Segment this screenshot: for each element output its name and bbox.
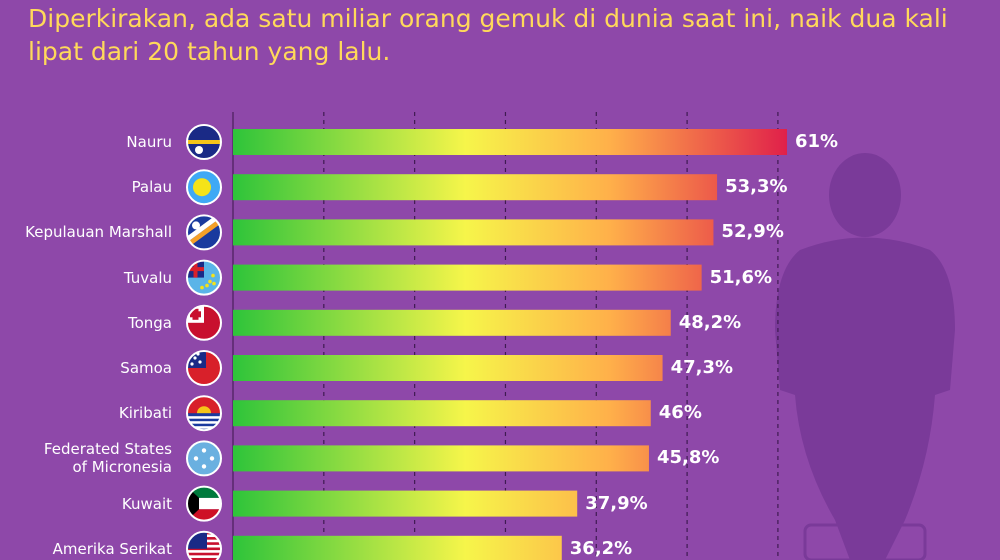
category-label: Samoa (0, 359, 172, 377)
value-label: 61% (795, 131, 839, 152)
category-label-line: Kiribati (118, 404, 172, 423)
bar-tuvalu (233, 264, 702, 291)
category-label: Amerika Serikat (0, 540, 172, 558)
value-label: 37,9% (585, 492, 648, 514)
value-label: 36,2% (569, 537, 633, 559)
bar-amerika-serikat (233, 535, 562, 560)
value-label: 51,6% (709, 266, 773, 288)
marshall-islands-flag-icon (186, 214, 222, 251)
value-label: 46% (658, 402, 702, 424)
category-label-line: Tuvalu (123, 268, 172, 287)
value-label: 45,8% (656, 447, 720, 469)
tuvalu-flag-icon (186, 259, 222, 296)
palau-flag-icon (186, 169, 222, 206)
category-label: Kiribati (0, 404, 172, 422)
chart-subtitle: Diperkirakan, ada satu miliar orang gemu… (28, 4, 948, 66)
micronesia-flag-icon (186, 440, 222, 477)
tonga-flag-icon (186, 304, 222, 341)
bar-kuwait (233, 490, 578, 517)
category-label-line: Amerika Serikat (52, 539, 172, 558)
category-label-line: Federated States (43, 440, 172, 459)
bar-palau (233, 174, 718, 201)
samoa-flag-icon (186, 350, 222, 386)
category-label: Tonga (0, 314, 172, 332)
category-label: Kepulauan Marshall (0, 223, 172, 241)
category-label: Palau (0, 178, 172, 196)
kuwait-flag-icon (186, 485, 222, 522)
nauru-flag-icon (186, 124, 222, 160)
bar-tonga (233, 309, 671, 336)
category-label: Tuvalu (0, 269, 172, 287)
bar-kiribati (233, 400, 651, 427)
bar-nauru (233, 129, 787, 155)
category-label: Federated States of Micronesia (0, 440, 172, 476)
value-label: 47,3% (670, 357, 734, 378)
category-label: Nauru (0, 133, 172, 151)
value-label: 52,9% (721, 221, 784, 243)
category-label-line: Kepulauan Marshall (25, 223, 172, 242)
category-label: Kuwait (0, 495, 172, 513)
bar-samoa (233, 355, 663, 381)
bar-federated-states-of-micronesia (233, 445, 649, 472)
value-label: 53,3% (725, 176, 788, 198)
category-label-line: Nauru (126, 133, 172, 151)
category-label-line: Samoa (120, 359, 172, 377)
kiribati-flag-icon (186, 395, 222, 432)
category-label-line: of Micronesia (72, 458, 172, 477)
usa-flag-icon (186, 530, 222, 560)
value-label: 48,2% (678, 311, 742, 333)
category-label-line: Tonga (127, 313, 172, 332)
bar-kepulauan-marshall (233, 219, 714, 246)
category-label-line: Palau (131, 178, 172, 197)
category-label-line: Kuwait (121, 494, 172, 513)
